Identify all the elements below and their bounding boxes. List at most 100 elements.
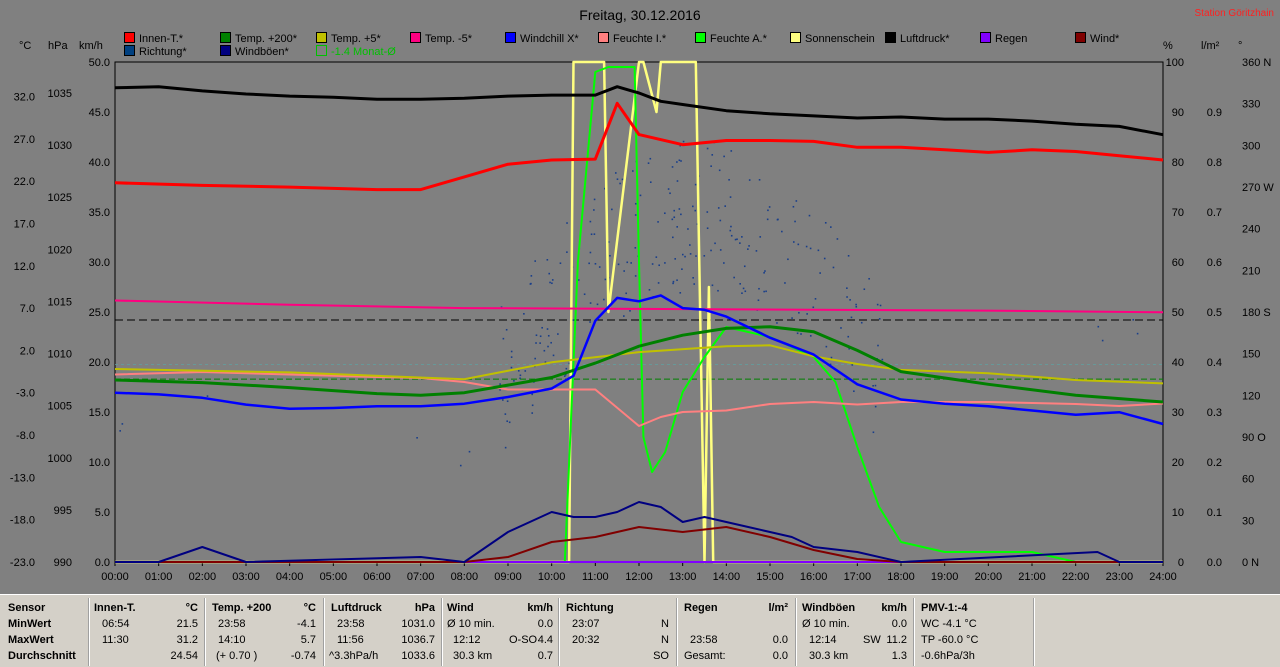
direction-point [719, 249, 722, 251]
direction-point [459, 464, 462, 467]
unit-label-rain: l/m² [1201, 40, 1220, 52]
temp-max-time: 14:10 [218, 634, 246, 646]
rain-tick: 0.1 [1207, 507, 1222, 519]
direction-point [529, 283, 532, 285]
direction-point [672, 282, 674, 285]
direction-point [863, 288, 866, 291]
direction-point [1101, 339, 1104, 342]
direction-point [673, 216, 676, 219]
direction-point [800, 333, 802, 335]
unit-label-pressure: hPa [48, 40, 68, 52]
richtung-r2: N [661, 634, 669, 646]
direction-point [846, 287, 848, 289]
direction-point [680, 213, 682, 216]
richtung-r1-time: 23:07 [572, 618, 600, 630]
direction-tick: 330 [1242, 99, 1260, 111]
legend-label: Sonnenschein [805, 33, 875, 45]
series-line-2 [114, 299, 1164, 314]
direction-point [812, 306, 815, 309]
stats-innen: Innen-T. °C 06:54 21.5 11:30 31.2 24.54 [88, 598, 203, 666]
boeen-r1: 0.0 [891, 618, 907, 630]
legend-label: Temp. +200* [235, 33, 298, 45]
direction-point [669, 192, 671, 195]
row-label-avg: Durchschnitt [8, 650, 76, 662]
direction-point [593, 198, 596, 201]
direction-point [794, 220, 796, 223]
direction-point [847, 255, 850, 257]
temp-tick: -3.0 [16, 388, 35, 400]
legend-swatch [1075, 32, 1086, 43]
wind-unit: km/h [527, 602, 553, 614]
humidity-tick: 40 [1172, 357, 1184, 369]
x-tick: 16:00 [800, 571, 828, 583]
row-label-sensor: Sensor [8, 602, 46, 614]
legend-swatch [790, 32, 801, 43]
legend-label: Wind* [1090, 33, 1120, 45]
legend-item-12: Windböen* [220, 45, 289, 58]
direction-point [824, 222, 827, 224]
direction-point [657, 221, 659, 223]
direction-point [546, 328, 549, 330]
direction-point [593, 209, 595, 211]
direction-point [611, 208, 613, 211]
wind-tick: 25.0 [89, 307, 110, 319]
direction-point [768, 206, 771, 208]
legend-item-10: Wind* [1075, 32, 1119, 45]
direction-point [655, 256, 658, 258]
legend-swatch [885, 32, 896, 43]
direction-point [550, 341, 552, 344]
direction-point [534, 260, 537, 262]
x-tick: 18:00 [887, 571, 915, 583]
direction-point [577, 279, 580, 281]
boeen-r3-label: 30.3 km [809, 650, 849, 662]
temp-tick: 27.0 [14, 134, 35, 146]
direction-tick: 60 [1242, 474, 1254, 486]
x-tick: 14:00 [713, 571, 741, 583]
direction-point [531, 404, 534, 407]
regen-unit: l/m² [768, 602, 788, 614]
direction-point [603, 298, 605, 301]
legend-item-11: Richtung* [124, 45, 187, 58]
direction-point [694, 209, 697, 212]
humidity-tick: 50 [1172, 307, 1184, 319]
x-tick: 08:00 [451, 571, 479, 583]
rain-tick: 0.8 [1207, 157, 1222, 169]
direction-point [530, 275, 533, 277]
rain-tick: 0.0 [1207, 557, 1222, 569]
legend-label: Luftdruck* [900, 33, 950, 45]
direction-tick: 270 W [1242, 182, 1274, 194]
direction-point [874, 384, 877, 387]
direction-point [694, 183, 697, 186]
direction-point [881, 358, 884, 361]
wind-tick: 5.0 [95, 507, 110, 519]
boeen-r1-label: Ø 10 min. [802, 618, 850, 630]
temp-min-time: 23:58 [218, 618, 246, 630]
direction-point [510, 356, 513, 358]
direction-point [853, 390, 855, 393]
x-tick: 24:00 [1149, 571, 1177, 583]
direction-point [877, 344, 879, 347]
direction-point [519, 374, 522, 377]
innen-title: Innen-T. [94, 602, 136, 614]
direction-point [604, 187, 606, 190]
direction-point [547, 345, 549, 348]
temp-tick: 22.0 [14, 176, 35, 188]
direction-point [598, 266, 601, 268]
direction-point [596, 303, 599, 306]
wind-tick: 10.0 [89, 457, 110, 469]
legend-swatch [505, 32, 516, 43]
boeen-r3: 1.3 [891, 650, 907, 662]
direction-point [626, 261, 629, 264]
direction-point [551, 282, 553, 285]
direction-point [568, 362, 571, 365]
row-label-min: MinWert [8, 618, 52, 630]
direction-point [119, 430, 121, 432]
direction-point [706, 211, 709, 213]
plot-area [114, 61, 1164, 563]
direction-point [549, 281, 551, 284]
direction-point [767, 209, 769, 212]
legend-swatch [124, 45, 135, 56]
direction-point [510, 366, 513, 369]
wind-tick: 0.0 [95, 557, 110, 569]
richtung-r3: SO [653, 650, 669, 662]
